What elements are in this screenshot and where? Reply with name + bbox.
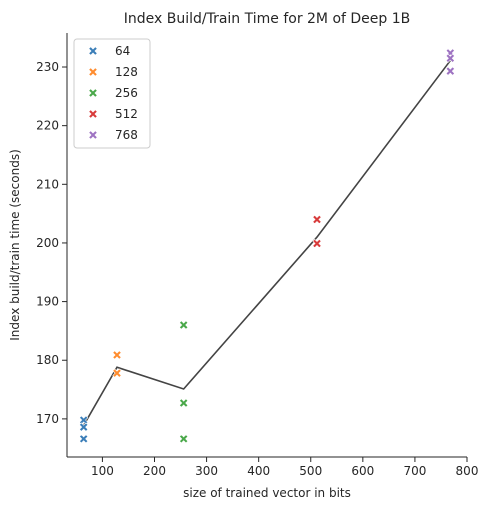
data-point-512: [312, 238, 322, 249]
x-tick-label: 200: [143, 464, 166, 478]
legend-marker-128: [88, 67, 98, 77]
data-point-768: [445, 53, 455, 63]
y-tick-label: 190: [36, 295, 59, 309]
legend-label-256: 256: [115, 86, 138, 100]
legend-marker-512: [88, 109, 98, 119]
data-point-64: [79, 422, 89, 432]
y-axis-title: Index build/train time (seconds): [8, 149, 22, 340]
legend-label-768: 768: [115, 128, 138, 142]
axes: [66, 33, 467, 458]
legend-label-128: 128: [115, 65, 138, 79]
data-point-128: [112, 350, 122, 360]
y-tick-label: 170: [36, 412, 59, 426]
y-tick-label: 210: [36, 177, 59, 191]
y-tick-label: 180: [36, 353, 59, 367]
x-tick-label: 500: [299, 464, 322, 478]
data-point-768: [445, 66, 455, 76]
data-point-256: [179, 320, 189, 330]
y-tick-label: 220: [36, 119, 59, 133]
chart-title: Index Build/Train Time for 2M of Deep 1B: [124, 11, 411, 27]
data-point-256: [179, 434, 189, 444]
y-tick-label: 230: [36, 60, 59, 74]
data-point-256: [179, 398, 189, 408]
legend-frame: [73, 38, 151, 149]
x-tick-label: 700: [403, 464, 426, 478]
x-tick-label: 100: [91, 464, 114, 478]
y-tick-label: 200: [36, 236, 59, 250]
x-tick-label: 800: [456, 464, 479, 478]
legend-label-512: 512: [115, 107, 138, 121]
x-tick-label: 600: [351, 464, 374, 478]
x-axis-title: size of trained vector in bits: [183, 486, 351, 500]
trend-line: [82, 60, 451, 426]
legend-marker-768: [88, 130, 98, 140]
data-point-64: [79, 434, 89, 444]
x-tick-label: 400: [247, 464, 270, 478]
data-point-512: [312, 214, 322, 225]
legend: 64 128 256 512 768: [73, 38, 151, 149]
ticks: 100 200 300 400 500 600 700 800 170 180 190 200 210 2…: [36, 60, 478, 478]
x-tick-label: 300: [195, 464, 218, 478]
scatter-points: [79, 48, 455, 444]
legend-label-64: 64: [115, 44, 130, 58]
data-point-128: [112, 368, 122, 378]
legend-marker-256: [88, 88, 98, 98]
legend-marker-64: [88, 46, 98, 56]
